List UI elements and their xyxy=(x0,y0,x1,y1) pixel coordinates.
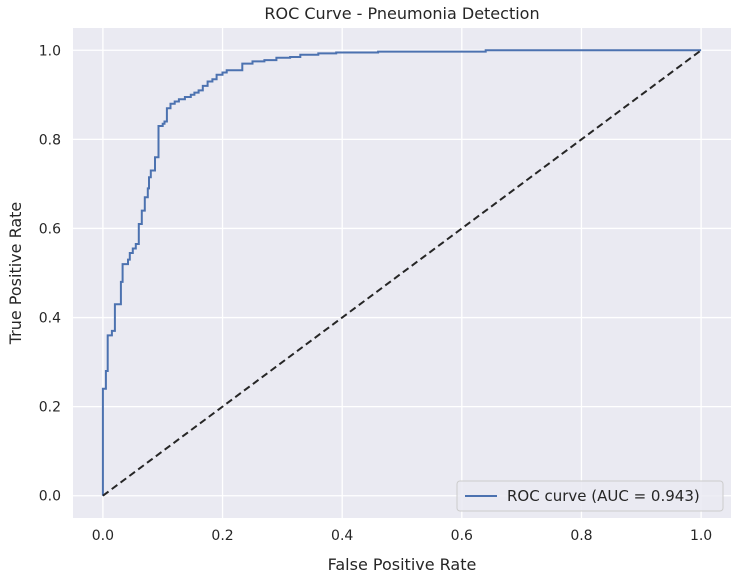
legend-box xyxy=(456,480,724,512)
y-axis-label: True Positive Rate xyxy=(6,202,25,346)
tick-labels: 0.0 0.2 0.4 0.6 0.8 1.0 0.0 0.2 0.4 0.6 0.8 1.0 xyxy=(39,43,712,544)
y-tick-label: 0.8 xyxy=(39,132,61,148)
x-tick-label: 0.2 xyxy=(211,528,233,544)
x-tick-label: 1.0 xyxy=(690,528,712,544)
y-tick-label: 0.4 xyxy=(39,311,61,327)
x-tick-label: 0.0 xyxy=(92,528,114,544)
series-layer xyxy=(101,49,702,497)
x-tick-label: 0.4 xyxy=(331,528,353,544)
legend-label: ROC curve (AUC = 0.943) xyxy=(507,487,700,505)
y-tick-label: 0.2 xyxy=(39,400,61,416)
y-tick-label: 0.6 xyxy=(39,221,61,237)
x-tick-label: 0.8 xyxy=(570,528,592,544)
roc-curve-line xyxy=(101,49,702,496)
x-axis-label: False Positive Rate xyxy=(328,555,477,574)
y-tick-label: 0.0 xyxy=(39,489,61,505)
y-tick-label: 1.0 xyxy=(39,43,61,59)
legend: ROC curve (AUC = 0.943) xyxy=(456,480,724,512)
x-tick-label: 0.6 xyxy=(451,528,473,544)
chart-title: ROC Curve - Pneumonia Detection xyxy=(264,4,539,23)
diagonal-reference-line xyxy=(102,49,702,497)
grid-lines xyxy=(73,28,731,518)
